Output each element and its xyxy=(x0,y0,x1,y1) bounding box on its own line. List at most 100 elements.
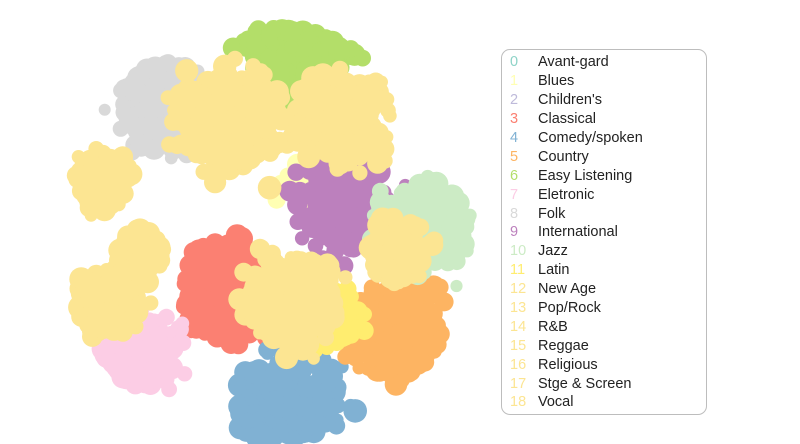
data-point xyxy=(329,133,349,153)
data-point xyxy=(292,251,310,268)
legend-item: 7 Eletronic xyxy=(502,185,706,204)
data-point xyxy=(244,107,258,120)
data-point xyxy=(381,241,396,256)
data-point xyxy=(279,180,301,202)
data-point xyxy=(140,115,159,135)
data-point xyxy=(290,114,307,131)
legend-item: 5 Country xyxy=(502,147,706,166)
data-point xyxy=(344,289,359,304)
legend-index: 17 xyxy=(510,375,527,392)
data-point xyxy=(219,89,233,103)
legend-label: R&B xyxy=(538,318,568,335)
data-point xyxy=(98,103,111,116)
legend-label: International xyxy=(538,224,618,241)
legend-item: 17 Stge & Screen xyxy=(502,374,706,393)
data-point xyxy=(434,292,454,312)
data-point xyxy=(142,100,160,118)
legend-index: 8 xyxy=(510,205,519,222)
data-point xyxy=(307,276,331,300)
legend-label: Eletronic xyxy=(538,186,595,203)
data-point xyxy=(318,212,332,227)
data-point xyxy=(264,390,285,410)
data-point xyxy=(112,261,132,281)
data-point xyxy=(88,141,104,157)
legend-item: 14 R&B xyxy=(502,317,706,336)
legend-label: Jazz xyxy=(538,243,568,260)
cluster-14 xyxy=(160,50,313,200)
legend-item: 0 Avant-gard xyxy=(502,53,706,72)
data-point xyxy=(294,38,313,58)
data-point xyxy=(343,399,368,423)
legend-item: 10 Jazz xyxy=(502,242,706,261)
data-point xyxy=(251,143,268,160)
data-point xyxy=(239,412,256,429)
data-point xyxy=(325,69,343,86)
data-point xyxy=(254,117,277,139)
data-point xyxy=(278,388,300,410)
data-point xyxy=(241,85,263,107)
data-point xyxy=(433,330,448,345)
data-point xyxy=(337,224,352,239)
data-point xyxy=(115,103,134,122)
data-point xyxy=(374,138,395,160)
legend: 0 Avant-gard 1 Blues 2 Children's 3 Classical 4 C… xyxy=(501,49,707,415)
data-point xyxy=(287,131,302,146)
data-point xyxy=(143,295,159,311)
data-point xyxy=(113,183,134,204)
data-point xyxy=(373,123,387,137)
data-point xyxy=(346,347,366,367)
legend-item: 3 Classical xyxy=(502,110,706,129)
data-point xyxy=(211,269,235,293)
data-point xyxy=(124,363,146,385)
data-point xyxy=(198,87,212,100)
data-point xyxy=(260,346,275,360)
data-point xyxy=(213,320,227,334)
data-point xyxy=(396,233,418,256)
data-point xyxy=(287,414,303,431)
data-point xyxy=(131,266,152,287)
data-point xyxy=(257,175,282,200)
cluster-18 xyxy=(108,218,172,294)
data-point xyxy=(263,303,287,326)
cluster-12 xyxy=(228,238,353,370)
legend-item: 8 Folk xyxy=(502,204,706,223)
data-point xyxy=(441,220,454,233)
data-point xyxy=(314,164,330,181)
data-point xyxy=(287,337,306,356)
data-point xyxy=(352,165,368,181)
legend-item: 13 Pop/Rock xyxy=(502,299,706,318)
legend-index: 3 xyxy=(510,111,519,128)
data-point xyxy=(128,253,141,265)
legend-label: Religious xyxy=(538,356,598,373)
legend-index: 7 xyxy=(510,186,519,203)
data-point xyxy=(261,30,278,47)
data-point xyxy=(283,288,298,303)
cluster-15 xyxy=(278,60,397,181)
data-point xyxy=(176,275,193,292)
data-point xyxy=(195,287,207,299)
data-point xyxy=(336,79,357,101)
data-point xyxy=(234,262,254,282)
data-point xyxy=(275,419,291,436)
data-point xyxy=(311,92,331,111)
data-point xyxy=(243,361,266,384)
cluster-16 xyxy=(66,141,143,222)
legend-index: 16 xyxy=(510,356,527,373)
legend-item: 6 Easy Listening xyxy=(502,166,706,185)
legend-item: 11 Latin xyxy=(502,261,706,280)
legend-label: Reggae xyxy=(538,337,589,354)
data-point xyxy=(102,197,117,212)
cluster-17 xyxy=(358,207,444,292)
legend-item: 1 Blues xyxy=(502,72,706,91)
data-point xyxy=(259,427,277,444)
data-point xyxy=(448,252,466,271)
data-point xyxy=(145,333,161,350)
data-point xyxy=(261,286,276,302)
legend-index: 9 xyxy=(510,224,519,241)
data-point xyxy=(305,123,321,139)
data-point xyxy=(211,293,227,308)
legend-index: 14 xyxy=(510,318,527,335)
data-point xyxy=(299,375,322,398)
data-point xyxy=(338,270,353,285)
